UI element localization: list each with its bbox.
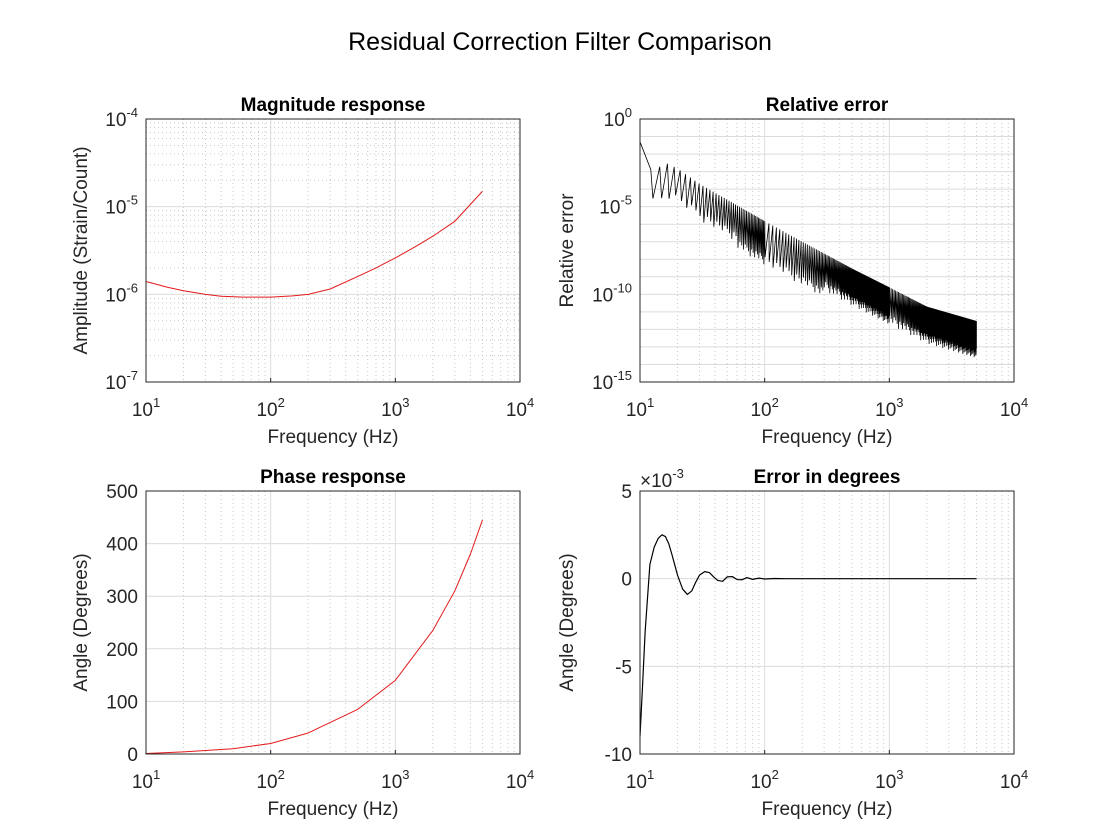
y-tick-label: 5 <box>621 482 632 503</box>
x-tick-label: 104 <box>1000 395 1028 421</box>
y-tick-label: 10-6 <box>105 280 138 306</box>
x-tick-label: 101 <box>132 395 160 421</box>
y-tick-label: 200 <box>106 640 138 661</box>
x-tick-label: 101 <box>626 395 654 421</box>
y-tick-label: 500 <box>106 482 138 503</box>
y-multiplier-label: ×10-3 <box>640 466 684 492</box>
y-tick-label: 0 <box>621 570 632 591</box>
y-axis-label: Relative error <box>557 193 578 308</box>
x-axis-label: Frequency (Hz) <box>762 799 893 820</box>
y-tick-label: 10-5 <box>599 193 632 219</box>
grid <box>145 490 521 755</box>
y-axis-label: Amplitude (Strain/Count) <box>71 146 92 354</box>
figure-title: Residual Correction Filter Comparison <box>348 28 772 56</box>
subplot-title: Phase response <box>260 467 406 488</box>
x-tick-label: 104 <box>1000 767 1028 793</box>
grid <box>145 119 521 383</box>
subplot-title: Relative error <box>766 95 889 116</box>
series-line <box>639 534 977 737</box>
y-tick-label: 400 <box>106 535 138 556</box>
y-tick-label: 10-5 <box>105 193 138 219</box>
y-tick-label: 0 <box>127 745 138 766</box>
y-axis-label: Angle (Degrees) <box>71 553 92 691</box>
x-tick-label: 104 <box>506 395 534 421</box>
subplot-3: 101 102 103 104 0 100 200 300 400 500 Phase respon… <box>71 467 534 820</box>
x-tick-label: 102 <box>256 767 284 793</box>
x-axis-label: Frequency (Hz) <box>268 799 399 820</box>
y-tick-label: 100 <box>604 105 632 131</box>
x-tick-label: 101 <box>132 767 160 793</box>
axes-box <box>639 118 1015 383</box>
series-line <box>639 141 977 358</box>
y-tick-label: -10 <box>605 745 632 766</box>
axes-box <box>145 118 521 383</box>
y-tick-label: -5 <box>615 657 632 678</box>
y-tick-label: 10-4 <box>105 105 138 131</box>
subplot-title: Magnitude response <box>241 95 426 116</box>
x-tick-label: 103 <box>381 767 409 793</box>
subplot-2: 101 102 103 104 10-15 10-10 10-5 100 Relative er… <box>557 95 1028 448</box>
axes-box <box>639 490 1015 755</box>
subplot-4: 101 102 103 104 -10 -5 0 5 ×10-3 Error in degrees… <box>557 466 1028 820</box>
series-line <box>145 519 483 754</box>
x-tick-label: 104 <box>506 767 534 793</box>
y-axis-label: Angle (Degrees) <box>557 553 578 691</box>
x-tick-label: 103 <box>875 395 903 421</box>
subplot-1: 101 102 103 104 10-7 10-6 10-5 10-4 Magnitude re… <box>71 95 534 448</box>
subplot-title: Error in degrees <box>754 467 901 488</box>
x-tick-label: 102 <box>256 395 284 421</box>
x-tick-label: 102 <box>750 395 778 421</box>
y-tick-label: 10-7 <box>105 368 138 394</box>
grid <box>639 490 1015 755</box>
x-tick-label: 103 <box>875 767 903 793</box>
x-tick-label: 101 <box>626 767 654 793</box>
axes-box <box>145 490 521 755</box>
x-axis-label: Frequency (Hz) <box>268 427 399 448</box>
y-tick-label: 10-15 <box>592 368 632 394</box>
y-tick-label: 100 <box>106 692 138 713</box>
y-tick-label: 10-10 <box>592 280 632 306</box>
y-tick-label: 300 <box>106 587 138 608</box>
x-axis-label: Frequency (Hz) <box>762 427 893 448</box>
x-tick-label: 102 <box>750 767 778 793</box>
series-line <box>145 190 483 298</box>
x-tick-label: 103 <box>381 395 409 421</box>
